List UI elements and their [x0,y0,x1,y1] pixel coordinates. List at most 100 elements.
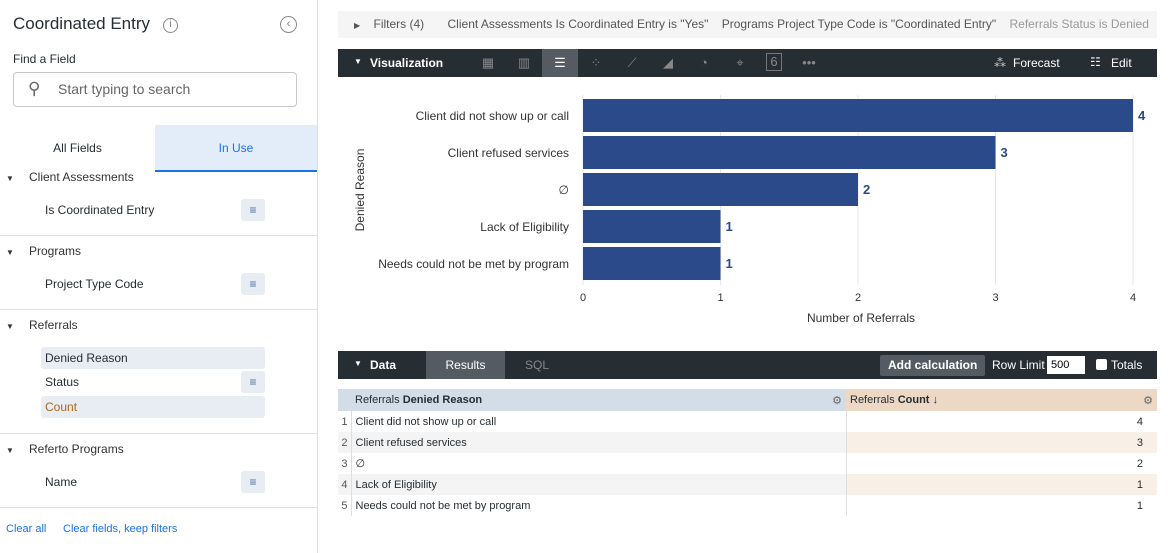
caret-down-icon[interactable]: ▼ [354,57,362,66]
data-label: 1 [726,256,733,271]
filter-icon[interactable]: ≡ [241,471,265,493]
results-table: Referrals Denied Reason ⚙ Referrals Count… [338,389,1157,516]
pie-chart-icon[interactable]: ◔ [700,55,708,70]
group-referto-programs: ▼ Referto Programs Name ≡ [0,434,317,508]
visualization-toggle[interactable]: Visualization [370,56,444,70]
column-header-count[interactable]: Referrals Count ↓ ⚙ [846,389,1157,411]
field-name[interactable]: Name [45,475,78,489]
caret-down-icon[interactable]: ▼ [6,248,14,257]
row-limit-label: Row Limit [992,358,1045,372]
caret-down-icon[interactable]: ▼ [6,446,14,455]
caret-right-icon[interactable]: ▶ [354,21,361,30]
edit-button[interactable]: Edit [1111,56,1132,70]
filter-summary: Referrals Status is Denied [1009,17,1149,31]
tab-in-use[interactable]: In Use [155,125,317,172]
field-count[interactable]: Count [41,396,265,418]
data-label: 1 [726,219,733,234]
group-header[interactable]: Referto Programs [29,442,124,456]
bar[interactable] [583,210,721,243]
visualization-bar: ▼ Visualization ▦ ▥ ☰ ⁘ ⟋ ◢ ◔ ⌖ 6 ••• ⁂ … [338,49,1157,77]
cell-count[interactable]: 1 [846,474,1157,495]
filter-icon[interactable]: ≡ [241,273,265,295]
line-chart-icon[interactable]: ⟋ [627,55,637,70]
search-input[interactable] [58,81,278,97]
bar[interactable] [583,99,1133,132]
group-header[interactable]: Referrals [29,318,78,332]
field-denied-reason[interactable]: Denied Reason [41,347,265,369]
filter-summary: Programs Project Type Code is "Coordinat… [721,17,997,31]
forecast-button[interactable]: Forecast [1013,56,1060,70]
bar[interactable] [583,247,721,280]
x-tick-label: 1 [717,292,723,304]
caret-down-icon[interactable]: ▼ [6,174,14,183]
field-status[interactable]: Status [45,375,80,389]
table-row: 1 Client did not show up or call 4 [338,411,1157,432]
totals-label: Totals [1111,358,1143,372]
table-icon[interactable]: ▦ [481,55,495,70]
info-icon[interactable]: i [163,18,178,33]
more-icon[interactable]: ••• [802,55,816,70]
data-label: 2 [863,182,870,197]
group-header[interactable]: Programs [29,244,82,258]
filters-bar[interactable]: ▶ Filters (4) Client Assessments Is Coor… [338,11,1157,38]
caret-down-icon[interactable]: ▼ [6,322,14,331]
scatter-icon[interactable]: ⁘ [590,55,602,70]
filter-icon[interactable]: ≡ [241,199,265,221]
map-pin-icon[interactable]: ⌖ [736,55,744,70]
filter-summary: Client Assessments Is Coordinated Entry … [447,17,709,31]
data-label: 3 [1001,145,1008,160]
field-is-coordinated-entry[interactable]: Is Coordinated Entry [45,203,155,217]
cell-denied-reason[interactable]: Lack of Eligibility [351,474,847,495]
bar[interactable] [583,136,996,169]
forecast-icon: ⁂ [994,56,1006,70]
filters-toggle[interactable]: Filters (4) [373,17,425,31]
row-limit-input[interactable] [1047,356,1085,374]
gear-icon[interactable]: ⚙ [1143,394,1153,407]
field-project-type-code[interactable]: Project Type Code [45,277,144,291]
add-calculation-button[interactable]: Add calculation [880,355,986,376]
bar[interactable] [583,173,858,206]
single-value-icon[interactable]: 6 [766,53,782,71]
column-header-denied-reason[interactable]: Referrals Denied Reason ⚙ [351,389,846,411]
cell-count[interactable]: 3 [846,432,1157,453]
field-search[interactable]: ⚲ [13,72,297,107]
find-field-label: Find a Field [13,52,76,66]
gear-icon[interactable]: ⚙ [832,394,842,407]
filter-icon[interactable]: ≡ [241,371,265,393]
tab-all-fields[interactable]: All Fields [53,141,102,155]
table-row: 2 Client refused services 3 [338,432,1157,453]
tab-results[interactable]: Results [426,351,505,379]
cell-denied-reason[interactable]: Client refused services [351,432,847,453]
data-toggle[interactable]: Data [370,358,397,372]
table-row: 4 Lack of Eligibility 1 [338,474,1157,495]
caret-down-icon[interactable]: ▼ [354,359,362,368]
totals-checkbox[interactable] [1096,359,1107,370]
x-tick-label: 0 [580,292,586,304]
clear-all-link[interactable]: Clear all [6,523,47,535]
y-tick-label: Needs could not be met by program [378,257,569,271]
collapse-sidebar-icon[interactable]: ‹ [280,16,297,33]
group-referrals: ▼ Referrals Denied Reason Status ≡ Count [0,310,317,434]
y-tick-label: Client refused services [448,146,569,160]
row-number: 1 [338,411,352,432]
y-axis-title: Denied Reason [353,149,367,232]
group-header[interactable]: Client Assessments [29,170,134,184]
cell-denied-reason[interactable]: ∅ [351,453,847,474]
bar-chart-icon[interactable]: ☰ [542,49,578,77]
cell-denied-reason[interactable]: Client did not show up or call [351,411,847,432]
clear-fields-keep-filters-link[interactable]: Clear fields, keep filters [63,523,178,535]
cell-denied-reason[interactable]: Needs could not be met by program [351,495,847,516]
x-tick-label: 3 [992,292,998,304]
column-chart-icon[interactable]: ▥ [517,55,531,70]
search-icon: ⚲ [28,79,41,98]
cell-count[interactable]: 4 [846,411,1157,432]
explore-title: Coordinated Entry [13,14,151,33]
tab-sql[interactable]: SQL [525,358,550,372]
cell-count[interactable]: 1 [846,495,1157,516]
row-number: 2 [338,432,352,453]
area-chart-icon[interactable]: ◢ [663,55,673,70]
y-tick-label: Lack of Eligibility [480,220,569,234]
cell-count[interactable]: 2 [846,453,1157,474]
data-bar: ▼ Data Results SQL Add calculation Row L… [338,351,1157,379]
row-number: 4 [338,474,352,495]
